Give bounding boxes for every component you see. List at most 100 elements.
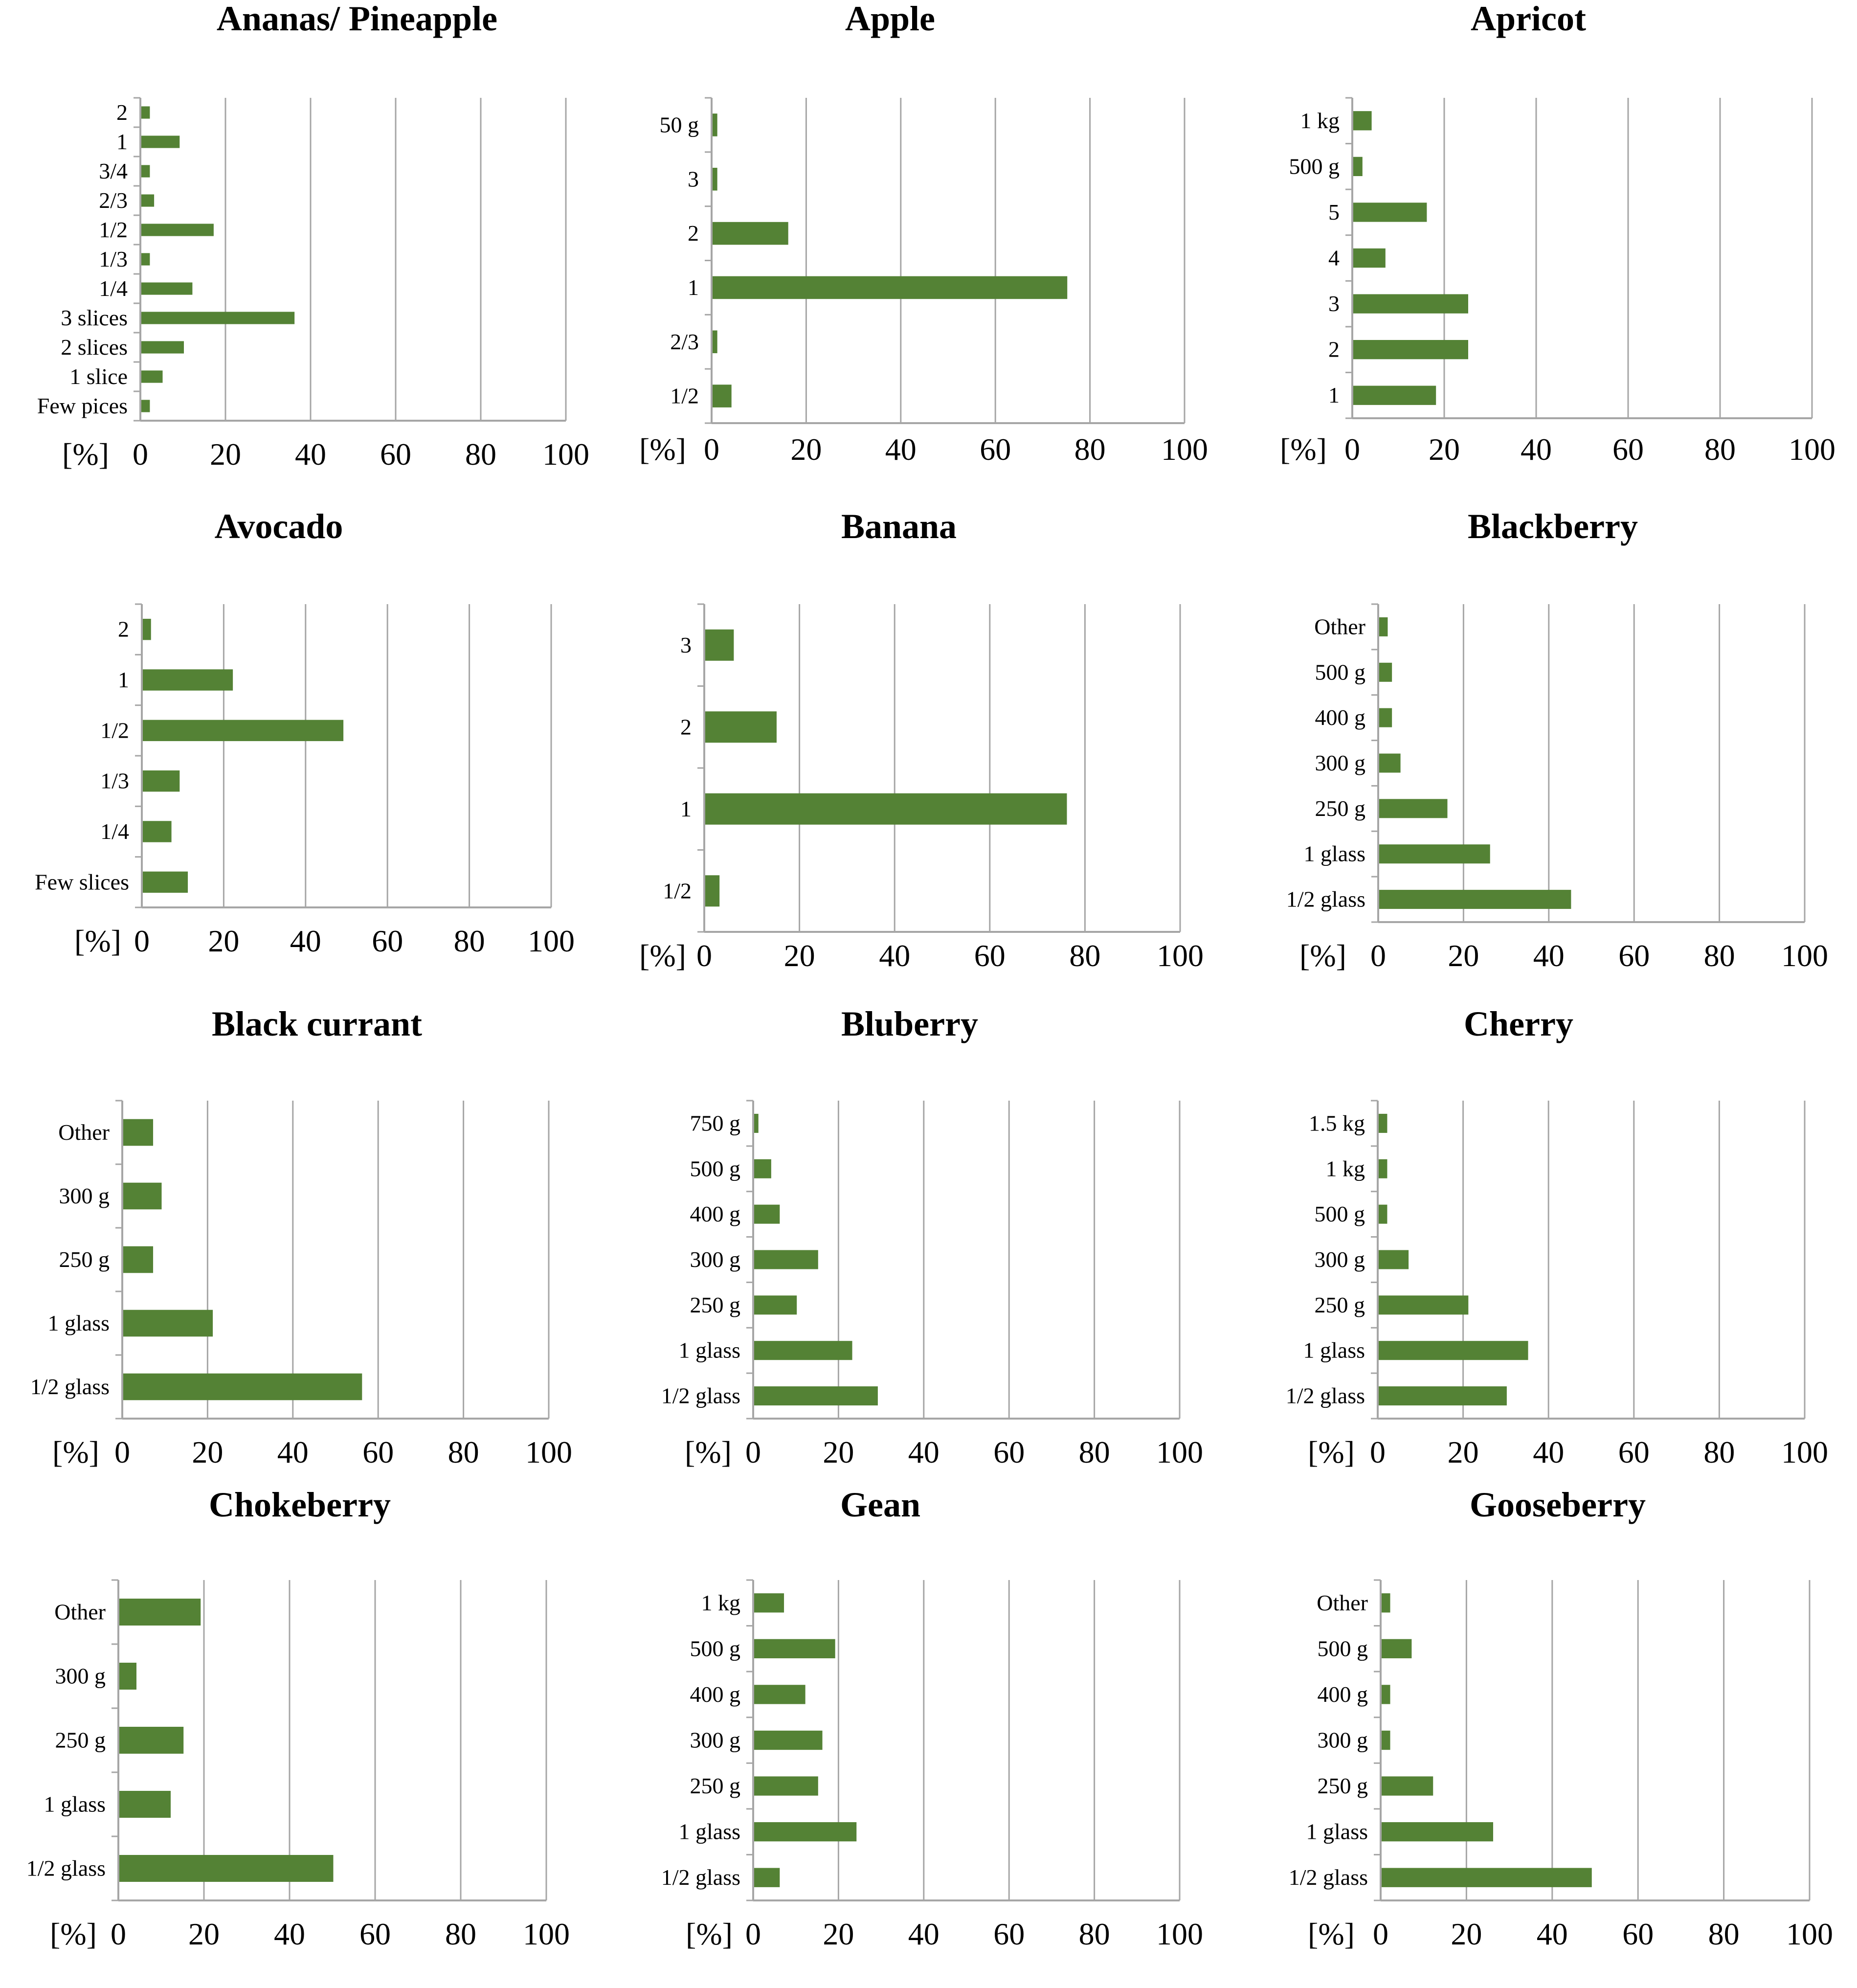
x-tick-label: 80: [1069, 938, 1100, 973]
bar: [141, 165, 150, 178]
chart-title: Cherry: [1464, 1004, 1573, 1043]
bar: [141, 400, 150, 412]
bar: [141, 253, 150, 266]
chart-panel: Banana 3 2 1 1/2 0 20 40 60 80 100 [%]: [639, 507, 1204, 973]
category-label: 1/3: [99, 247, 128, 271]
bar: [119, 1790, 171, 1818]
x-tick-label: 40: [1533, 1435, 1564, 1469]
category-label: 400 g: [1315, 705, 1366, 730]
bar: [1353, 248, 1386, 268]
category-label: 3: [688, 166, 699, 191]
x-tick-label: 60: [1618, 938, 1650, 973]
category-label: 300 g: [1315, 750, 1366, 775]
x-tick-label: 100: [525, 1435, 572, 1469]
category-label: 1 glass: [48, 1310, 110, 1335]
bar: [1353, 157, 1363, 177]
chart-title: Gean: [840, 1485, 920, 1524]
bar: [141, 136, 180, 148]
x-tick-label: 0: [111, 1917, 126, 1951]
x-axis-unit-label: [%]: [74, 924, 121, 958]
category-label: 1/2 glass: [26, 1856, 106, 1881]
x-tick-label: 40: [908, 1435, 940, 1469]
bar: [1382, 1822, 1494, 1842]
bar: [713, 113, 717, 136]
category-label: 3: [1328, 291, 1340, 316]
category-label: 1: [118, 667, 129, 692]
category-label: 250 g: [55, 1728, 106, 1753]
category-label: 1 kg: [1326, 1156, 1365, 1181]
bar: [141, 106, 150, 119]
x-tick-label: 0: [745, 1917, 761, 1951]
category-label: 1 kg: [1300, 108, 1340, 133]
x-tick-label: 40: [908, 1917, 940, 1951]
x-tick-label: 40: [274, 1917, 305, 1951]
x-axis-unit-label: [%]: [639, 432, 686, 467]
category-label: 1 glass: [679, 1338, 741, 1363]
chart-panel: Cherry 1.5 kg 1 kg 500 g 300 g 250 g 1 glass 1/…: [1286, 1004, 1828, 1469]
x-tick-label: 80: [445, 1917, 476, 1951]
bar: [1353, 203, 1427, 222]
chart-panel: Gooseberry Other 500 g 400 g 300 g 250 g 1 gla…: [1289, 1485, 1833, 1951]
category-label: 1/2: [100, 718, 129, 743]
x-axis-unit-label: [%]: [1308, 1917, 1355, 1951]
chart-panel: Bluberry 750 g 500 g 400 g 300 g 250 g 1 glass…: [661, 1004, 1203, 1469]
category-label: 1.5 kg: [1309, 1110, 1365, 1135]
x-tick-label: 60: [362, 1435, 394, 1469]
x-tick-label: 0: [1373, 1917, 1388, 1951]
bar: [1379, 1386, 1507, 1406]
x-tick-label: 20: [823, 1435, 854, 1469]
x-tick-label: 60: [980, 432, 1011, 467]
x-tick-label: 20: [1448, 938, 1479, 973]
category-label: 250 g: [1318, 1773, 1368, 1798]
chart-title: Apricot: [1471, 0, 1586, 38]
bar: [705, 875, 720, 907]
x-tick-label: 40: [1533, 938, 1565, 973]
x-tick-label: 100: [1781, 938, 1828, 973]
category-label: 1/4: [99, 276, 128, 301]
chart-panel: Gean 1 kg 500 g 400 g 300 g 250 g 1 glass 1/2 g…: [661, 1485, 1203, 1951]
bar: [141, 282, 193, 295]
chart-title: Black currant: [212, 1004, 422, 1043]
bar: [123, 1310, 213, 1337]
bar: [754, 1250, 818, 1269]
bar: [754, 1868, 780, 1887]
bar: [1379, 662, 1392, 682]
x-tick-label: 80: [1708, 1917, 1740, 1951]
bar: [143, 669, 233, 691]
category-label: 2 slices: [61, 335, 128, 360]
bar: [119, 1598, 201, 1626]
bar: [713, 330, 717, 354]
bar: [1382, 1639, 1412, 1659]
bar: [1379, 1250, 1409, 1269]
x-tick-label: 80: [1079, 1917, 1110, 1951]
bar: [1353, 111, 1372, 131]
category-label: 1 glass: [679, 1819, 741, 1844]
chart-title: Chokeberry: [209, 1485, 391, 1524]
x-tick-label: 60: [974, 938, 1006, 973]
x-tick-label: 80: [1703, 1435, 1735, 1469]
x-tick-label: 40: [1521, 432, 1552, 467]
x-tick-label: 80: [465, 437, 496, 472]
category-label: 300 g: [1318, 1728, 1368, 1753]
category-label: 50 g: [660, 112, 699, 137]
category-label: 500 g: [1315, 659, 1366, 684]
bar: [143, 821, 172, 842]
x-tick-label: 60: [993, 1917, 1025, 1951]
x-tick-label: 60: [1618, 1435, 1650, 1469]
bar: [141, 194, 155, 207]
x-tick-label: 100: [1157, 938, 1204, 973]
category-label: 1/2 glass: [1286, 1383, 1365, 1408]
category-label: 250 g: [59, 1247, 110, 1272]
x-tick-label: 80: [454, 924, 485, 958]
bar: [141, 370, 163, 383]
x-tick-label: 0: [696, 938, 712, 973]
category-label: 2: [1328, 337, 1340, 362]
bar: [1382, 1685, 1390, 1704]
bar: [1379, 799, 1448, 818]
x-axis-unit-label: [%]: [1299, 938, 1346, 973]
bar: [141, 312, 295, 324]
x-tick-label: 0: [1370, 938, 1386, 973]
x-tick-label: 80: [1704, 938, 1735, 973]
category-label: 1: [116, 129, 128, 154]
x-tick-label: 20: [192, 1435, 223, 1469]
